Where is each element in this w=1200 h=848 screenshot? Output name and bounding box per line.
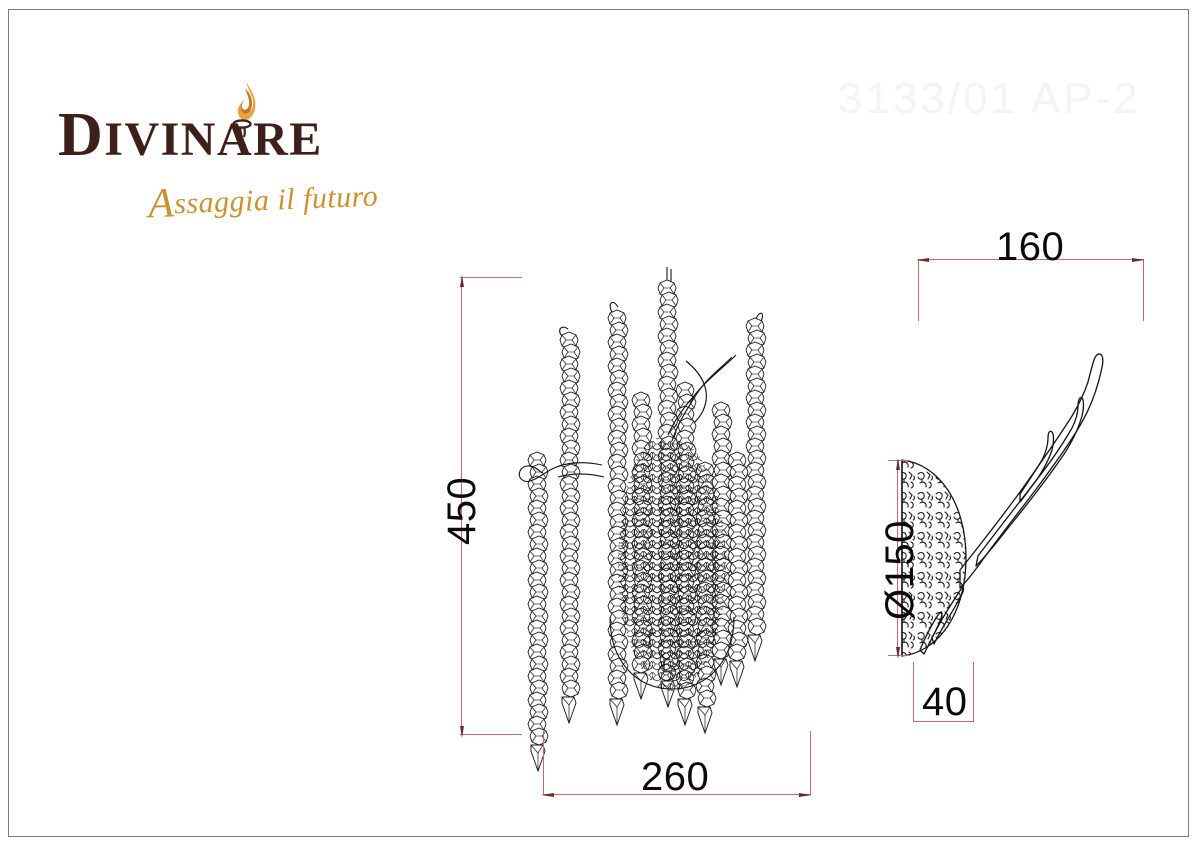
flame-icon [232, 82, 256, 139]
brand-wordmark: DIVINARE [58, 101, 323, 169]
backplate-outline [609, 616, 735, 690]
dimension-160-extension-left [918, 259, 919, 321]
dimension-260-arrow-left [541, 793, 554, 797]
branch-arm-group [518, 354, 737, 483]
branch-arm-side [919, 353, 1104, 655]
dimension-260-extension-right [810, 731, 811, 795]
brand-logo: DIVINARE Assaggia il futuro [52, 82, 472, 236]
dimension-40-line [913, 721, 974, 722]
dimension-150-extension-bottom [888, 655, 910, 656]
dimension-260-label: 260 [641, 755, 710, 799]
side-elevation-drawing [901, 353, 1104, 657]
brand-tagline: Assaggia il futuro [147, 179, 379, 228]
inner-bead-cluster [618, 438, 726, 691]
dimension-260-extension-left [543, 731, 544, 795]
dimension-150-arrow-top [896, 458, 900, 470]
article-code-watermark: 3133/01 AP-2 [838, 74, 1141, 123]
dimension-450-extension-bottom [460, 734, 522, 735]
dimension-160-extension-right [1143, 259, 1144, 321]
dimension-40-extension-right [973, 662, 974, 722]
dimension-450-extension-top [460, 277, 522, 278]
dimension-150-label: Ø150 [878, 520, 922, 620]
dimension-450-line [461, 277, 462, 735]
dimension-160-line [918, 259, 1144, 260]
bead-strand-group [527, 267, 767, 772]
front-elevation-drawing [518, 267, 767, 772]
dimension-150-arrow-bottom [896, 647, 900, 659]
dimension-260-line [543, 794, 811, 795]
dimension-150-line [897, 460, 898, 656]
dimension-40-label: 40 [922, 680, 968, 724]
dimension-450-label: 450 [440, 476, 484, 545]
dimension-260-arrow-right [799, 793, 812, 797]
dimension-150-extension-top [888, 460, 910, 461]
dimension-40-extension-left [913, 662, 914, 722]
dimension-160-arrow-right [1132, 258, 1145, 262]
dimension-450-arrow-bottom [460, 726, 464, 738]
dimension-160-arrow-left [916, 258, 929, 262]
dimension-450-arrow-top [460, 275, 464, 287]
dimension-160-label: 160 [996, 225, 1065, 269]
